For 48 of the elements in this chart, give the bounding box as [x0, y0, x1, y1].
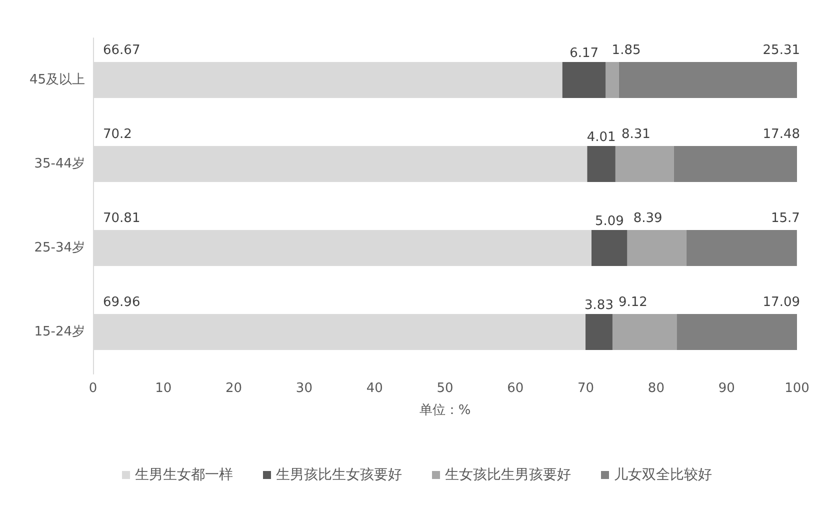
x-axis-title: 单位：%: [419, 403, 471, 418]
legend-label: 生女孩比生男孩要好: [445, 467, 571, 483]
bar: [676, 314, 797, 350]
data-label: 70.2: [103, 127, 132, 142]
bar: [627, 230, 686, 266]
bar: [615, 146, 674, 182]
bar: [587, 146, 616, 182]
x-tick-label: 80: [648, 381, 664, 396]
data-label: 1.85: [612, 43, 641, 58]
x-tick-label: 70: [578, 381, 594, 396]
data-label: 8.31: [621, 127, 650, 142]
x-tick-label: 30: [296, 381, 312, 396]
bar: [586, 314, 612, 350]
bar: [562, 62, 606, 98]
legend-label: 儿女双全比较好: [614, 467, 712, 483]
data-label: 3.83: [584, 298, 614, 313]
x-tick-label: 100: [784, 381, 810, 396]
bar: [612, 314, 677, 350]
x-tick-label: 10: [155, 381, 172, 396]
data-label: 9.12: [618, 295, 648, 310]
data-label: 70.81: [103, 211, 140, 226]
legend-label: 生男孩比生女孩要好: [276, 467, 402, 483]
y-tick-label: 45及以上: [29, 72, 85, 88]
x-tick-label: 20: [226, 381, 242, 396]
data-label: 17.48: [762, 127, 800, 142]
bar: [674, 146, 797, 182]
data-label: 6.17: [570, 46, 599, 61]
x-tick-label: 60: [507, 381, 524, 396]
data-label: 15.7: [770, 211, 800, 226]
bar: [606, 62, 619, 98]
x-tick-label: 0: [88, 381, 98, 396]
y-tick-label: 15-24岁: [34, 324, 85, 340]
x-tick-label: 40: [366, 381, 383, 396]
data-label: 5.09: [594, 214, 624, 229]
legend-label: 生男生女都一样: [135, 467, 233, 483]
bar: [618, 62, 797, 98]
data-label: 69.96: [103, 295, 140, 310]
data-label: 4.01: [586, 130, 616, 145]
data-label: 17.09: [762, 295, 800, 310]
x-tick-label: 90: [718, 381, 735, 396]
bar: [592, 230, 628, 266]
data-label: 25.31: [762, 43, 800, 58]
x-tick-label: 50: [436, 381, 454, 396]
data-label: 8.39: [633, 211, 662, 226]
y-tick-label: 35-44岁: [34, 156, 85, 172]
data-label: 66.67: [103, 43, 140, 58]
bar: [686, 230, 797, 266]
y-tick-label: 25-34岁: [34, 240, 85, 256]
